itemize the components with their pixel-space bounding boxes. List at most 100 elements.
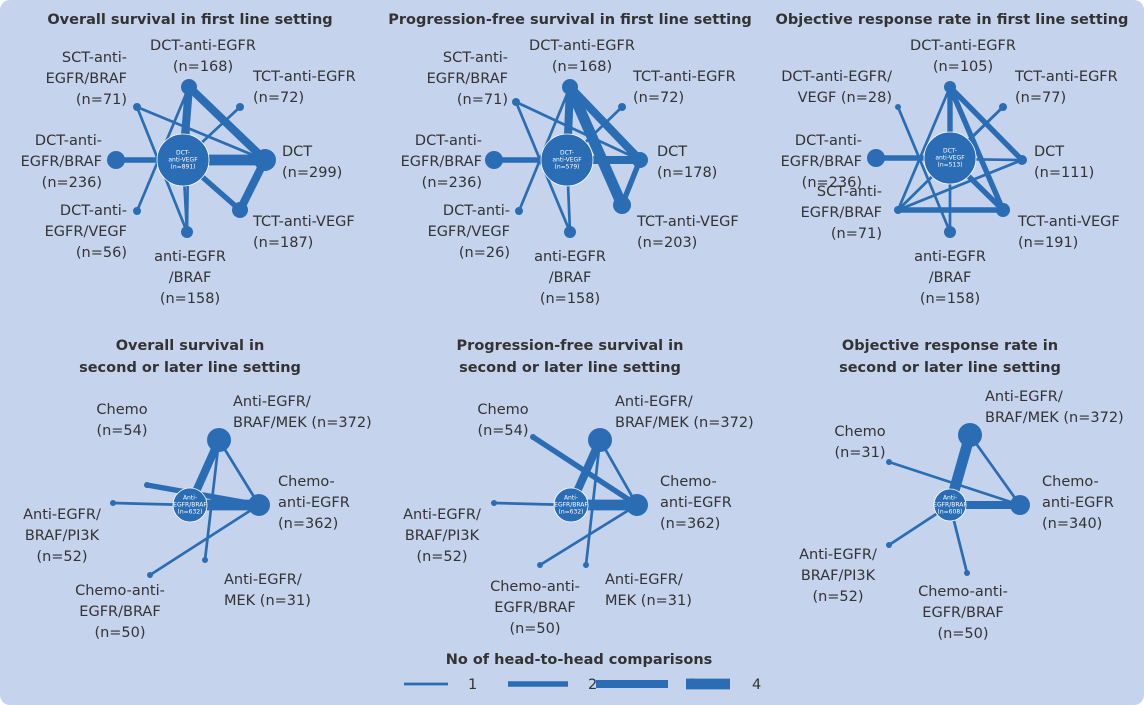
node-label: DCT-anti-: [415, 133, 482, 149]
node-label: anti-EGFR: [1042, 495, 1114, 511]
edge: [136, 105, 266, 162]
node: [1017, 155, 1027, 165]
node-label: (n=187): [253, 235, 313, 251]
node-label: Chemo-anti-: [490, 579, 580, 595]
edge: [186, 84, 268, 163]
edge: [947, 85, 1006, 212]
node: [530, 434, 536, 440]
node: [207, 428, 231, 452]
node: [110, 500, 116, 506]
node-label: (n=158): [160, 291, 220, 307]
node: [944, 81, 956, 93]
node-label: (n=52): [812, 589, 863, 605]
node-label: /BRAF: [169, 270, 212, 286]
node: [944, 226, 956, 238]
node-label: SCT-anti-: [443, 50, 508, 66]
node-label: (n=50): [94, 625, 145, 641]
node: [181, 226, 193, 238]
node-label: (n=77): [1015, 90, 1066, 106]
edge: [565, 84, 627, 208]
node-label: DCT: [282, 144, 312, 160]
node-label: TCT-anti-VEGF: [636, 214, 739, 230]
node-label: BRAF/PI3K: [801, 568, 876, 584]
node-label: DCT-anti-: [60, 203, 127, 219]
node-label: DCT-anti-EGFR: [529, 38, 635, 54]
node: [886, 459, 892, 465]
hub-label: Anti-: [564, 495, 578, 502]
node-label: (n=168): [552, 59, 612, 75]
node-label: Anti-EGFR/: [605, 572, 683, 588]
node-label: /BRAF: [929, 270, 972, 286]
node-label: (n=236): [422, 175, 482, 191]
node-label: SCT-anti-: [62, 50, 127, 66]
node: [254, 149, 276, 171]
node-label: (n=50): [937, 626, 988, 642]
node: [144, 482, 150, 488]
node: [491, 500, 497, 506]
node-label: MEK (n=31): [605, 593, 692, 609]
node-label: anti-EGFR: [914, 249, 986, 265]
node: [512, 98, 520, 106]
edge: [515, 100, 641, 162]
node-label: Chemo-anti-: [75, 583, 165, 599]
panel-title: second or later line setting: [839, 360, 1061, 376]
hub-label: EGFR/BRAF: [554, 502, 588, 509]
node-label: (n=236): [802, 175, 862, 191]
legend-label: 2: [588, 677, 597, 693]
node: [537, 562, 543, 568]
node-label: Anti-EGFR/: [799, 547, 877, 563]
edge: [531, 434, 639, 508]
node-label: (n=52): [416, 549, 467, 565]
edge: [584, 439, 602, 566]
node-label: EGFR/BRAF: [427, 71, 508, 87]
node: [236, 103, 244, 111]
node-label: anti-EGFR: [534, 249, 606, 265]
node-label: Anti-EGFR/: [233, 394, 311, 410]
edge: [598, 439, 639, 506]
node-label: Anti-EGFR/: [403, 507, 481, 523]
node-label: EGFR/BRAF: [79, 604, 160, 620]
node-label: (n=54): [477, 423, 528, 439]
node-label: (n=26): [459, 245, 510, 261]
node-label: (n=340): [1042, 516, 1102, 532]
node-label: EGFR/VEGF: [45, 224, 127, 240]
panel-title: Overall survival in: [116, 338, 265, 354]
node-label: (n=178): [657, 165, 717, 181]
node: [232, 202, 248, 218]
node-label: (n=54): [96, 423, 147, 439]
node-label: Chemo-: [278, 474, 335, 490]
node-label: DCT-anti-: [443, 203, 510, 219]
hub-label: DCT-: [943, 148, 957, 155]
node-label: EGFR/BRAF: [401, 154, 482, 170]
hub-node: [156, 133, 210, 187]
node-label: (n=31): [834, 445, 885, 461]
node-label: anti-EGFR: [278, 495, 350, 511]
node-label: (n=158): [920, 291, 980, 307]
node: [867, 149, 885, 167]
panel-title: second or later line setting: [79, 360, 301, 376]
node-label: TCT-anti-EGFR: [1014, 69, 1118, 85]
hub-label: anti-VEGF: [552, 157, 582, 164]
node-label: DCT-anti-: [35, 133, 102, 149]
hub-label: (n=632): [178, 509, 203, 516]
node: [1010, 495, 1030, 515]
hub-node: [540, 133, 594, 187]
node-label: Anti-EGFR/: [224, 572, 302, 588]
node-label: (n=72): [253, 90, 304, 106]
node: [515, 207, 523, 215]
node-label: TCT-anti-EGFR: [632, 69, 736, 85]
node-label: Anti-EGFR/: [985, 389, 1063, 405]
hub-label: DCT-: [176, 150, 190, 157]
edge: [149, 503, 260, 577]
hub-label: Anti-: [183, 495, 197, 502]
hub-label: anti-VEGF: [935, 155, 965, 162]
node: [886, 542, 892, 548]
node: [583, 562, 589, 568]
node-label: EGFR/BRAF: [494, 600, 575, 616]
hub-label: EGFR/BRAF: [933, 502, 967, 509]
node: [632, 152, 648, 168]
node-label: BRAF/PI3K: [405, 528, 480, 544]
node-label: TCT-anti-VEGF: [252, 214, 355, 230]
node-label: Chemo-: [660, 474, 717, 490]
node-label: TCT-anti-EGFR: [252, 69, 356, 85]
